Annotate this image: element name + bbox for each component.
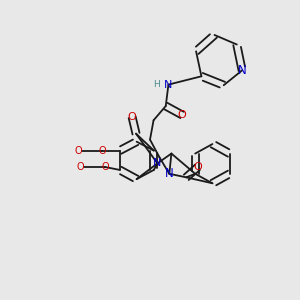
Text: O: O [99,146,106,156]
Text: N: N [164,80,172,90]
Text: H: H [153,80,160,89]
Text: N: N [153,158,162,168]
Text: O: O [76,162,84,172]
Text: O: O [178,110,187,120]
Text: O: O [74,146,82,156]
Text: O: O [193,162,202,172]
Text: N: N [165,167,174,180]
Text: O: O [128,112,136,122]
Text: O: O [101,162,109,172]
Text: N: N [238,64,247,77]
